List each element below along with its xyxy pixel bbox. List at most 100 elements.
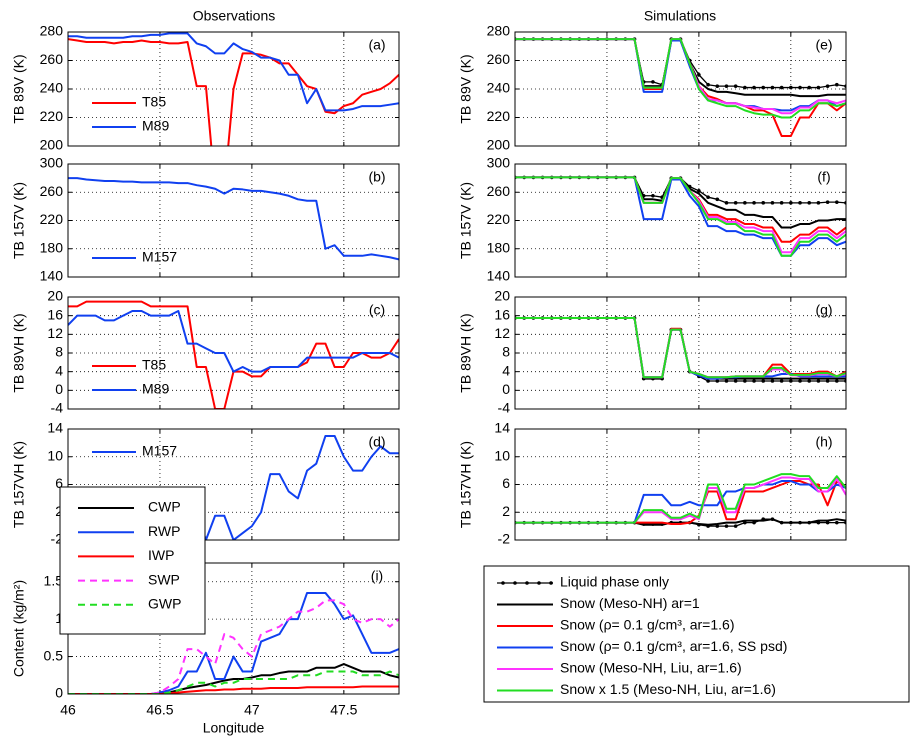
y-tick-label: 300 — [487, 155, 511, 171]
y-tick-label: 260 — [487, 51, 511, 67]
series-line — [515, 176, 846, 257]
column-title: Simulations — [644, 8, 716, 24]
y-tick-label: 260 — [40, 183, 64, 199]
x-tick-label: 46 — [60, 702, 76, 718]
series-marker — [752, 85, 756, 90]
panel-label: (a) — [368, 37, 385, 53]
series-marker — [743, 201, 747, 205]
y-axis-label: TB 157VH (K) — [458, 441, 474, 528]
y-tick-label: 10 — [47, 447, 63, 463]
legend: M157 — [92, 443, 177, 459]
y-axis-label: TB 89VH (K) — [458, 313, 474, 392]
series-marker — [798, 85, 802, 90]
series-marker — [779, 379, 784, 383]
legend-label: Snow (Meso-NH, Liu, ar=1.6) — [560, 660, 742, 676]
y-axis-label: TB 157V (K) — [11, 182, 27, 259]
series-marker — [715, 197, 720, 202]
legend-label: Snow (Meso-NH) ar=1 — [560, 595, 700, 611]
legend-label: T85 — [142, 94, 166, 110]
series-marker — [816, 379, 821, 383]
y-tick-label: 12 — [494, 325, 510, 341]
series-marker — [724, 201, 729, 205]
series-marker — [761, 201, 766, 205]
y-tick-label: -4 — [51, 400, 64, 416]
y-axis-label: Content (kg/m²) — [11, 580, 27, 677]
y-tick-label: 240 — [487, 80, 511, 96]
legend-label: M157 — [142, 443, 177, 459]
series-marker — [789, 201, 793, 205]
legend-box — [59, 486, 206, 635]
y-tick-label: 2 — [55, 503, 63, 519]
plot-area — [515, 32, 846, 146]
column-title: Observations — [193, 8, 275, 24]
series-line — [68, 663, 399, 694]
series-marker — [835, 520, 839, 525]
series-marker — [697, 72, 701, 77]
y-tick-label: 6 — [502, 475, 510, 491]
y-tick-label: 220 — [40, 211, 64, 227]
y-tick-label: 240 — [40, 80, 64, 96]
series-marker — [835, 82, 839, 87]
plot-area — [515, 297, 846, 409]
legend-label: Snow (ρ= 0.1 g/cm³, ar=1.6) — [560, 617, 734, 633]
series-line — [68, 38, 399, 146]
series-marker — [789, 85, 793, 90]
series-marker — [715, 379, 720, 383]
legend-box — [483, 565, 910, 703]
series-group — [68, 300, 399, 409]
series-group — [515, 37, 846, 138]
legend-marker — [501, 581, 505, 585]
series-marker — [779, 85, 784, 90]
legend-marker — [537, 581, 541, 585]
series-marker — [825, 200, 830, 204]
legend-marker — [513, 581, 517, 585]
series-marker — [715, 524, 720, 528]
legend-label: M89 — [142, 118, 169, 134]
series-group — [515, 316, 846, 383]
y-tick-label: 280 — [487, 23, 511, 39]
legend-label: M157 — [142, 249, 177, 265]
series-marker — [651, 80, 655, 84]
panel-label: (g) — [815, 302, 832, 318]
y-tick-label: 140 — [40, 268, 64, 284]
series-line — [515, 317, 846, 379]
series-line — [515, 38, 846, 119]
series-marker — [807, 85, 812, 90]
legend-label: T85 — [142, 357, 166, 373]
panel-label: (c) — [369, 302, 385, 318]
legend-label: Snow x 1.5 (Meso-NH, Liu, ar=1.6) — [560, 681, 776, 697]
y-tick-label: 260 — [40, 51, 64, 67]
y-tick-label: -2 — [498, 531, 511, 547]
series-marker — [807, 379, 812, 383]
y-tick-label: 220 — [487, 108, 511, 124]
series-marker — [807, 201, 812, 205]
panel: -4 0 4 8 12 16 20 (g) TB 89VH (K) — [458, 288, 847, 416]
y-tick-label: 12 — [47, 325, 63, 341]
y-tick-label: 280 — [40, 23, 64, 39]
y-tick-label: 4 — [55, 362, 63, 378]
legend: T85 M89 — [92, 94, 169, 134]
y-tick-label: 4 — [502, 362, 510, 378]
series-line — [68, 685, 399, 694]
series-marker — [697, 189, 701, 193]
series-marker — [706, 379, 710, 383]
legend-label: Snow (ρ= 0.1 g/cm³, ar=1.6, SS psd) — [560, 638, 787, 654]
legend: M157 — [92, 249, 177, 265]
panel: 140 180 220 260 300 (b) TB 157V (K) M157 — [11, 155, 400, 284]
x-axis-label: Longitude — [203, 720, 265, 736]
panel: 200 220 240 260 280 (e) TB 89V (K) — [458, 23, 847, 153]
legend: T85 M89 — [92, 357, 169, 397]
series-marker — [770, 201, 775, 205]
series-marker — [706, 195, 710, 199]
series-marker — [752, 520, 756, 525]
panel: -4 0 4 8 12 16 20 (c) TB 89VH (K) T85 M89 — [11, 288, 400, 416]
series-marker — [779, 201, 784, 205]
panel-label: (d) — [368, 434, 385, 450]
y-tick-label: 0 — [55, 685, 63, 701]
panel-label: (e) — [815, 37, 832, 53]
legend-label: M89 — [142, 381, 169, 397]
legend: CWP RWP IWP SWP GWP — [59, 486, 206, 635]
legend-marker — [549, 581, 553, 585]
y-tick-label: 0 — [55, 381, 63, 397]
series-marker — [835, 200, 839, 204]
